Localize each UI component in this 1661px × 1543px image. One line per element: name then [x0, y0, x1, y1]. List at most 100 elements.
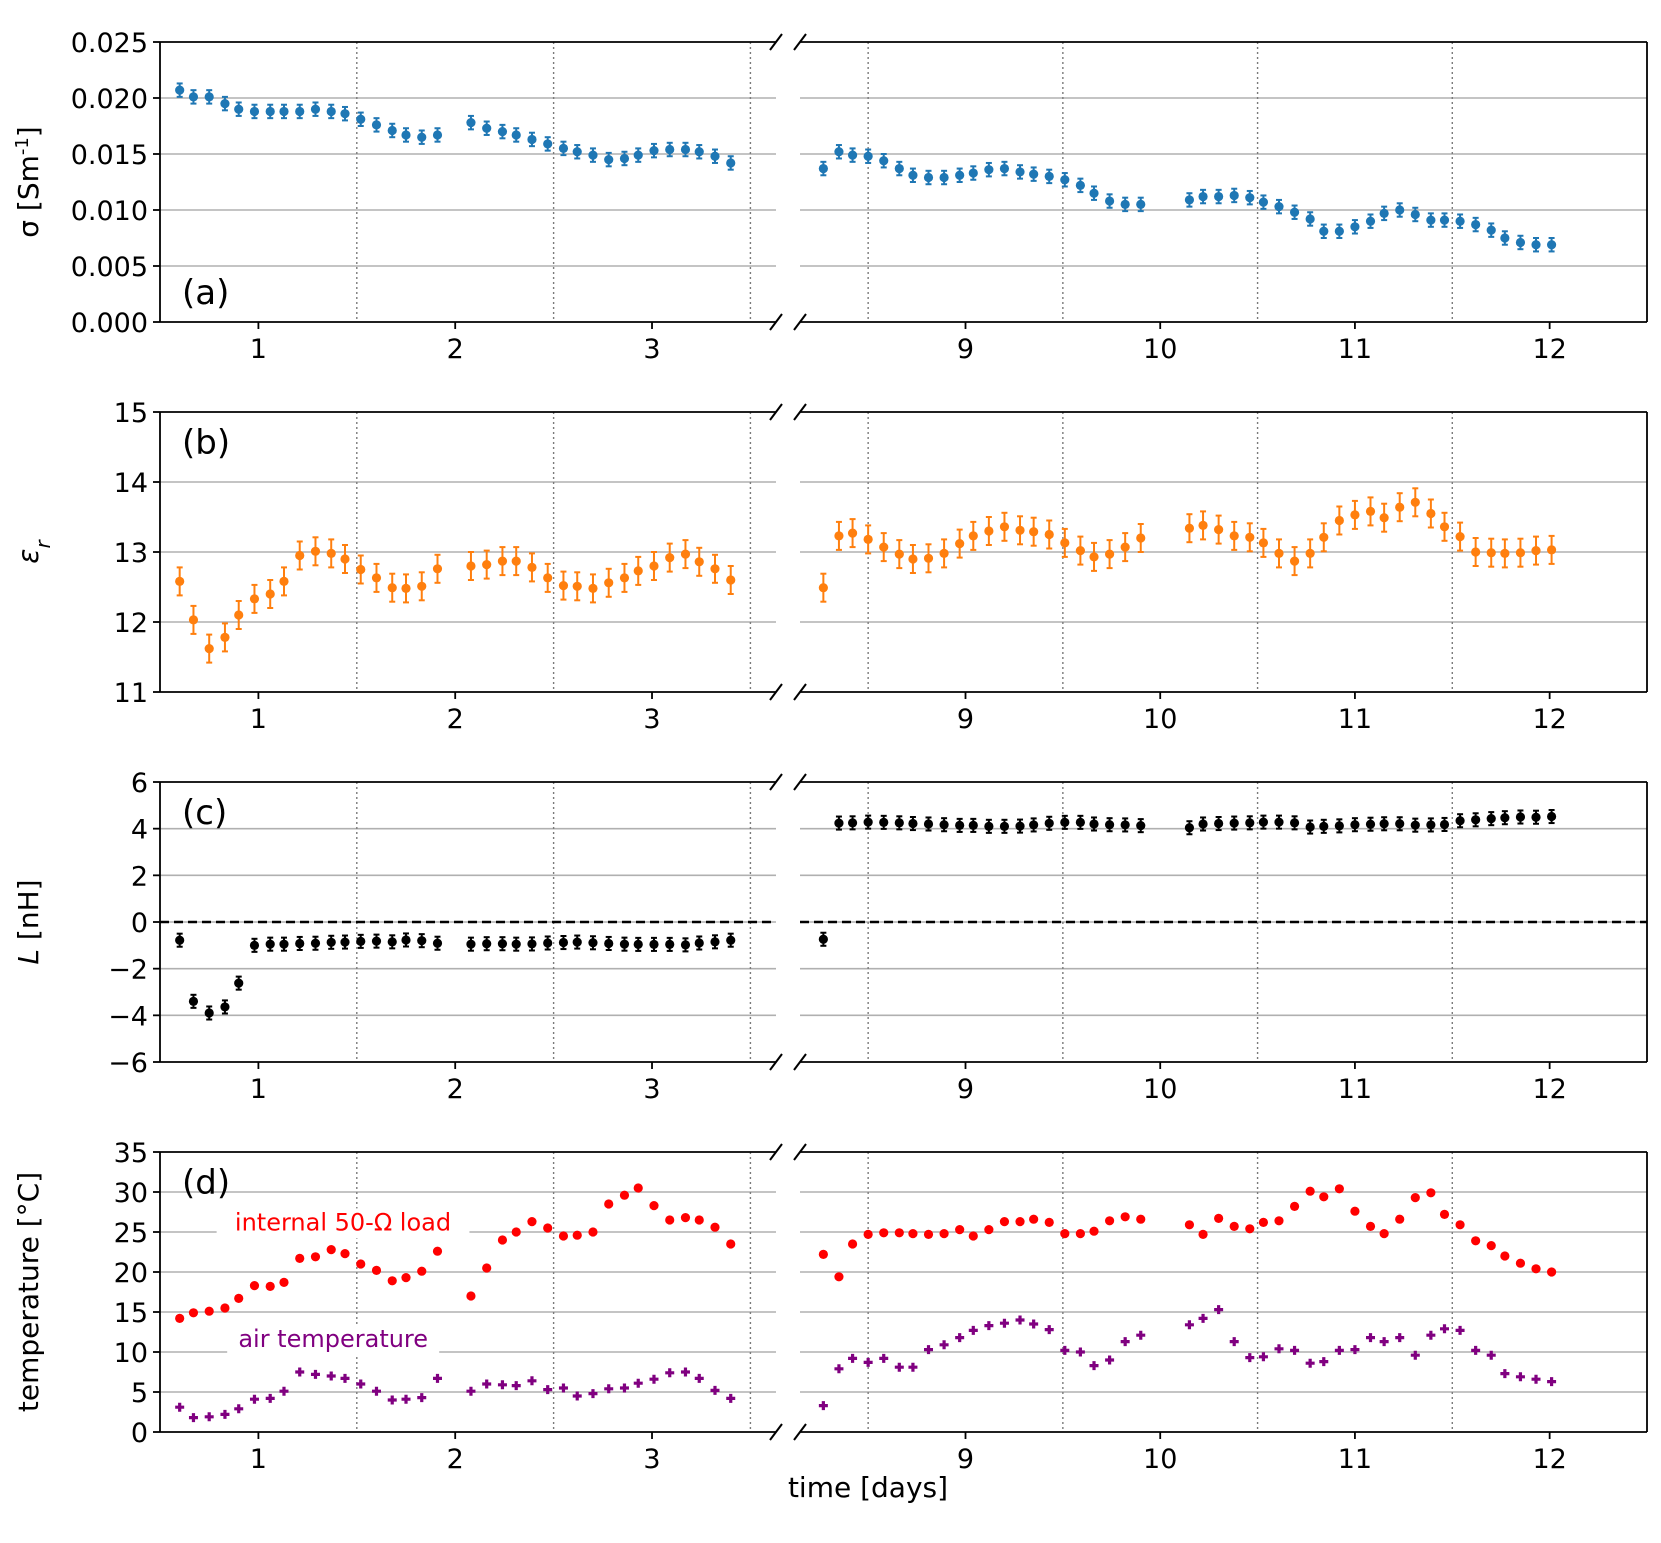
- data-point: [1258, 1217, 1269, 1227]
- data-point: [1334, 1345, 1344, 1355]
- data-point: [1395, 1333, 1405, 1343]
- x-tick-label: 9: [957, 704, 974, 735]
- data-point: [1029, 169, 1039, 179]
- data-point: [265, 1281, 275, 1291]
- data-point: [249, 1394, 259, 1404]
- data-point: [894, 1362, 904, 1372]
- y-tick-label: 0.015: [71, 140, 148, 171]
- data-point: [879, 1228, 889, 1238]
- data-point: [1198, 520, 1208, 531]
- y-tick-label: 20: [114, 1258, 148, 1289]
- data-point: [633, 1183, 643, 1193]
- data-point: [340, 1249, 350, 1259]
- data-point: [1274, 1216, 1284, 1226]
- data-point: [1334, 515, 1344, 526]
- data-point: [1319, 226, 1329, 236]
- data-point: [1044, 1217, 1054, 1227]
- data-point: [432, 130, 443, 140]
- panel-label: (a): [182, 273, 229, 313]
- data-point: [604, 1384, 614, 1394]
- data-point: [1029, 527, 1039, 537]
- data-point: [1245, 193, 1255, 203]
- data-point: [558, 1231, 569, 1241]
- data-point: [710, 564, 720, 574]
- panels: 1 2 3 9 10 11 120.0000.0050.0100.0150.0200.025…: [12, 28, 1648, 1475]
- y-axis-label-main: σ [Sm: [12, 155, 45, 238]
- data-point: [1198, 1229, 1208, 1239]
- data-point: [572, 1230, 582, 1240]
- data-point: [310, 546, 321, 556]
- data-point: [1274, 817, 1284, 827]
- data-point: [310, 1252, 321, 1262]
- data-point: [401, 1273, 411, 1283]
- series-c-0: [175, 809, 1557, 1021]
- data-point: [527, 1376, 537, 1386]
- y-axis-label-main: ε: [12, 549, 45, 564]
- data-point: [1305, 548, 1315, 559]
- data-point: [834, 818, 844, 828]
- x-tick-label: 12: [1532, 704, 1566, 735]
- axis-break-mark: [769, 773, 783, 791]
- data-point: [188, 92, 199, 102]
- data-point: [188, 1308, 199, 1318]
- data-point: [1546, 811, 1557, 822]
- data-point: [204, 92, 214, 102]
- data-point: [1198, 191, 1208, 202]
- data-point: [1546, 545, 1557, 555]
- data-point: [466, 939, 476, 949]
- data-point: [204, 1008, 214, 1018]
- data-point: [665, 144, 675, 155]
- data-point: [432, 938, 443, 948]
- data-point: [999, 522, 1010, 532]
- data-point: [543, 938, 553, 948]
- data-point: [968, 1231, 978, 1241]
- data-point: [848, 1353, 858, 1363]
- data-point: [1015, 1315, 1025, 1325]
- data-point: [879, 156, 889, 166]
- data-point: [604, 155, 614, 165]
- data-point: [649, 939, 659, 950]
- data-point: [1289, 207, 1300, 217]
- data-point: [1120, 542, 1130, 552]
- data-point: [1258, 538, 1269, 548]
- data-point: [1531, 1374, 1541, 1384]
- y-tick-label: 12: [114, 608, 148, 639]
- data-point: [834, 1272, 844, 1282]
- data-point: [1044, 818, 1054, 828]
- data-point: [863, 534, 873, 545]
- data-point: [1258, 1352, 1268, 1362]
- data-point: [1104, 820, 1115, 830]
- data-point: [939, 172, 949, 183]
- series-d-1: [175, 1305, 1557, 1423]
- data-point: [417, 132, 427, 142]
- y-tick-label: 35: [114, 1138, 148, 1169]
- data-point: [1515, 237, 1526, 248]
- data-point: [649, 1374, 659, 1384]
- x-tick-label: 10: [1143, 1444, 1177, 1475]
- data-point: [1500, 1251, 1510, 1261]
- data-point: [340, 1373, 350, 1383]
- data-point: [1184, 823, 1195, 833]
- data-point: [220, 632, 230, 643]
- data-point: [726, 935, 736, 945]
- data-point: [955, 1333, 965, 1343]
- data-point: [649, 146, 659, 156]
- y-axis-label-unit: [nH]: [12, 879, 45, 949]
- data-point: [1319, 821, 1329, 831]
- data-point: [572, 1391, 582, 1401]
- data-point: [999, 163, 1010, 174]
- data-point: [234, 978, 244, 988]
- data-point: [1258, 817, 1269, 827]
- data-point: [1274, 1344, 1284, 1354]
- data-point: [1229, 1337, 1239, 1347]
- data-point: [955, 1225, 965, 1235]
- data-point: [1319, 1357, 1329, 1367]
- data-point: [908, 170, 918, 180]
- data-point: [497, 127, 508, 137]
- data-point: [604, 1199, 614, 1209]
- data-point: [1229, 531, 1239, 541]
- data-point: [939, 1340, 949, 1350]
- x-tick-label: 3: [643, 334, 660, 365]
- y-tick-label: 0.025: [71, 28, 148, 59]
